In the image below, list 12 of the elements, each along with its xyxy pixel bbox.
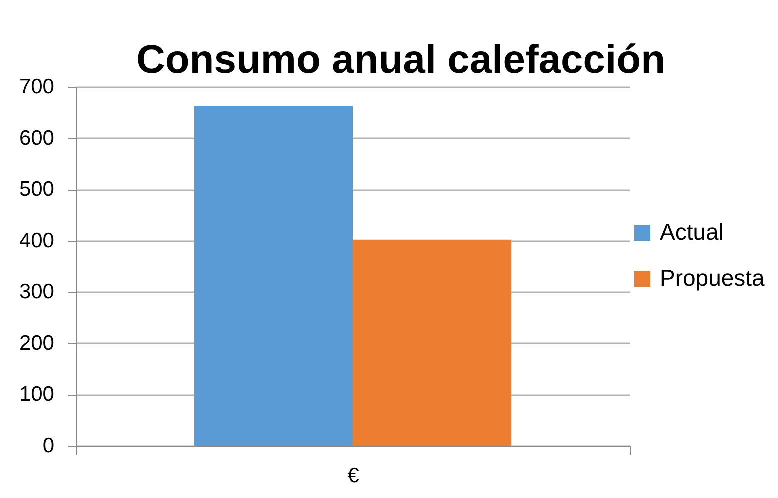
chart-title: Consumo anual calefacción [136,38,666,82]
y-tick-label: 600 [19,126,54,150]
legend-label: Actual [660,219,724,245]
x-tick-label: € [348,464,360,488]
y-tick-label: 0 [42,434,54,458]
y-tick-label: 100 [19,383,54,406]
y-tick-label: 300 [19,280,54,304]
y-tick-label: 400 [19,229,54,252]
y-tick-label: 200 [19,332,54,355]
y-tick-label: 500 [19,178,54,202]
y-tick-label: 700 [19,76,54,98]
legend-label: Propuesta [660,265,766,291]
